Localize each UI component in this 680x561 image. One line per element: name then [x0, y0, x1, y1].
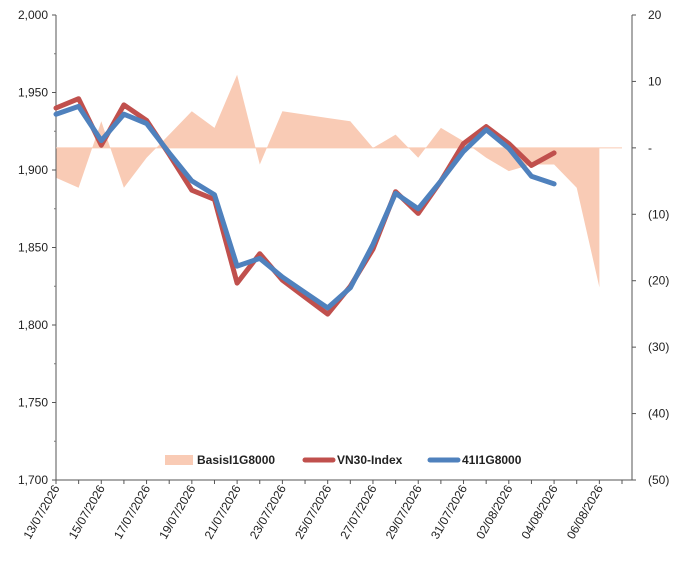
x-tick-label: 21/07/2026 — [202, 482, 244, 541]
right-tick-label: - — [648, 141, 652, 155]
series-line-0 — [53, 96, 557, 317]
left-tick-label: 1,850 — [18, 241, 48, 255]
x-tick-label: 13/07/2026 — [20, 482, 62, 541]
lines-layer — [53, 96, 557, 317]
left-tick-label: 1,750 — [18, 396, 48, 410]
legend-swatch-area — [165, 455, 193, 465]
legend-label: VN30-Index — [337, 453, 403, 467]
right-tick-label: (20) — [648, 274, 669, 288]
right-tick-label: 10 — [648, 74, 662, 88]
x-tick-label: 29/07/2026 — [383, 482, 425, 541]
right-tick-label: (40) — [648, 407, 669, 421]
x-tick-label: 19/07/2026 — [156, 482, 198, 541]
x-tick-label: 25/07/2026 — [292, 482, 334, 541]
legend: BasisI1G8000 VN30-Index 41I1G8000 — [165, 453, 522, 467]
legend-label: BasisI1G8000 — [197, 453, 275, 467]
x-tick-label: 06/08/2026 — [564, 482, 606, 541]
basis-area-layer — [56, 74, 600, 288]
series-area-basis — [56, 74, 600, 288]
x-tick-label: 31/07/2026 — [428, 482, 470, 541]
right-tick-label: 20 — [648, 8, 662, 22]
legend-label: 41I1G8000 — [462, 453, 522, 467]
left-tick-label: 1,950 — [18, 86, 48, 100]
left-tick-label: 1,800 — [18, 318, 48, 332]
x-tick-label: 17/07/2026 — [111, 482, 153, 541]
right-tick-label: (50) — [648, 473, 669, 487]
x-tick-label: 15/07/2026 — [66, 482, 108, 541]
right-tick-label: (10) — [648, 207, 669, 221]
x-tick-label: 27/07/2026 — [337, 482, 379, 541]
right-tick-label: (30) — [648, 340, 669, 354]
series-line-1 — [53, 103, 557, 311]
x-tick-label: 23/07/2026 — [247, 482, 289, 541]
left-tick-label: 1,700 — [18, 473, 48, 487]
x-tick-label: 04/08/2026 — [519, 482, 561, 541]
left-tick-label: 1,900 — [18, 163, 48, 177]
x-tick-label: 02/08/2026 — [473, 482, 515, 541]
left-tick-label: 2,000 — [18, 8, 48, 22]
